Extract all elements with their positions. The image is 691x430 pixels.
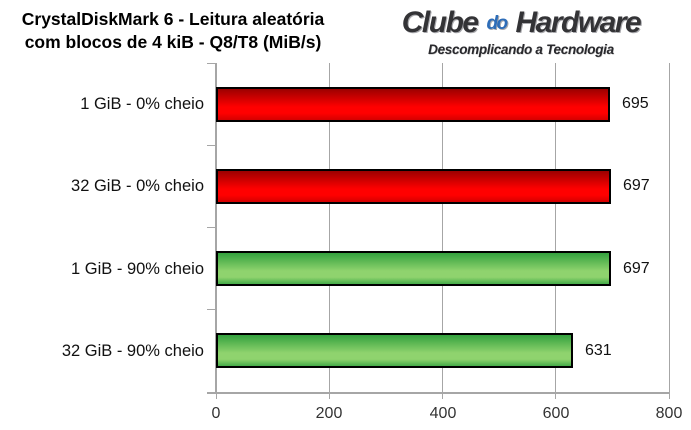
x-tick-label: 800	[655, 405, 683, 422]
x-tick-label: 200	[315, 405, 343, 422]
category-label: 1 GiB - 0% cheio	[80, 95, 204, 113]
category-axis-line	[215, 63, 217, 392]
category-label: 32 GiB - 0% cheio	[71, 177, 204, 195]
bar-value-label: 695	[622, 95, 649, 112]
bar-4	[216, 333, 573, 368]
value-tick	[555, 394, 557, 399]
x-gridline	[555, 63, 557, 392]
bar-value-label: 697	[623, 177, 650, 194]
x-gridline	[668, 63, 670, 392]
x-tick-label: 400	[429, 405, 457, 422]
category-tick	[207, 144, 216, 146]
logo-tagline: Descomplicando a Tecnologia	[428, 42, 614, 57]
bar-value-label: 631	[585, 342, 612, 359]
x-tick-label: 600	[542, 405, 570, 422]
value-tick	[215, 394, 217, 399]
value-axis-line	[207, 392, 670, 394]
category-tick	[207, 62, 216, 64]
category-tick	[207, 309, 216, 311]
clube-do-hardware-logo: Clube do Hardware Descomplicando a Tecno…	[356, 6, 686, 57]
chart-title: CrystalDiskMark 6 - Leitura aleatória co…	[0, 8, 346, 54]
logo-word-do: do	[486, 13, 508, 34]
bar-3	[216, 251, 611, 286]
chart-title-line2: com blocos de 4 kiB - Q8/T8 (MiB/s)	[24, 32, 322, 52]
value-tick	[442, 394, 443, 399]
x-tick-label: 0	[211, 405, 221, 422]
category-tick	[207, 227, 216, 228]
logo-wordmark: Clube do Hardware	[356, 6, 686, 44]
logo-word-clube: Clube	[401, 6, 479, 39]
bar-1	[216, 87, 610, 122]
bar-2	[216, 169, 611, 204]
chart-title-line1: CrystalDiskMark 6 - Leitura aleatória	[21, 9, 325, 29]
logo-word-hardware: Hardware	[515, 6, 642, 39]
x-gridline	[328, 63, 330, 392]
category-label: 32 GiB - 90% cheio	[61, 342, 204, 360]
bar-value-label: 697	[623, 260, 650, 277]
category-label: 1 GiB - 90% cheio	[71, 260, 204, 278]
value-tick	[328, 394, 330, 399]
value-tick	[668, 394, 670, 399]
x-gridline	[442, 63, 443, 392]
